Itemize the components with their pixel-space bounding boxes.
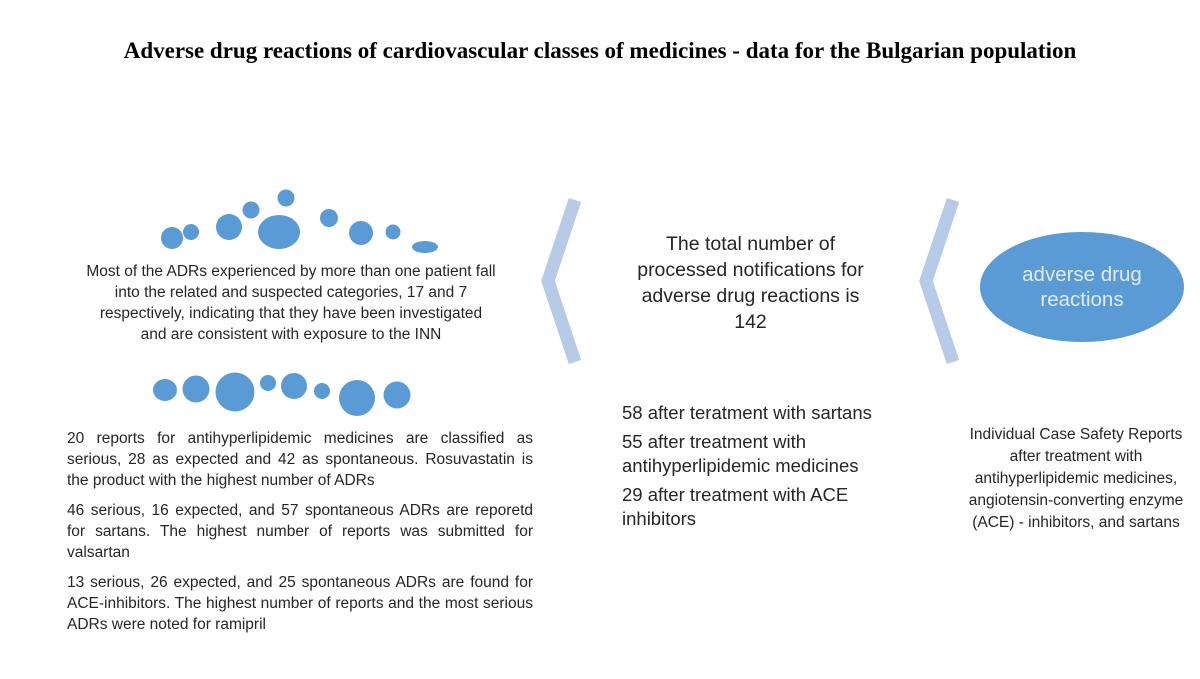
left-paragraph-ace-inhibitors: 13 serious, 26 expected, and 25 spontane… xyxy=(67,574,533,633)
page-title: Adverse drug reactions of cardiovascular… xyxy=(0,34,1200,67)
left-paragraph-antihyperlipidemic: 20 reports for antihyperlipidemic medici… xyxy=(67,430,533,489)
chevron-left-icon xyxy=(919,197,960,365)
page-title-text: Adverse drug reactions of cardiovascular… xyxy=(123,38,1077,63)
adverse-drug-reactions-node: adverse drug reactions xyxy=(980,232,1184,342)
middle-headline-text: The total number of processed notificati… xyxy=(637,233,864,333)
middle-treatment-list: 58 after teratment with sartans 55 after… xyxy=(622,401,912,536)
ellipse-label-text: adverse drug reactions xyxy=(1022,263,1142,311)
list-item-antihyperlipidemic: 55 after treatment with antihyperlipidem… xyxy=(622,431,859,476)
list-item-ace-inhibitors: 29 after treatment with ACE inhibitors xyxy=(622,484,849,529)
list-item-sartans: 58 after teratment with sartans xyxy=(622,402,872,423)
bubble-cluster-top-icon xyxy=(161,189,438,253)
left-detail-paragraphs: 20 reports for antihyperlipidemic medici… xyxy=(67,428,533,644)
left-paragraph-sartans: 46 serious, 16 expected, and 57 spontane… xyxy=(67,502,533,561)
left-summary-text: Most of the ADRs experienced by more tha… xyxy=(86,263,496,343)
right-caption-text: Individual Case Safety Reports after tre… xyxy=(968,426,1184,531)
chevron-left-icon xyxy=(541,197,582,365)
bubble-cluster-bottom-icon xyxy=(153,372,411,416)
